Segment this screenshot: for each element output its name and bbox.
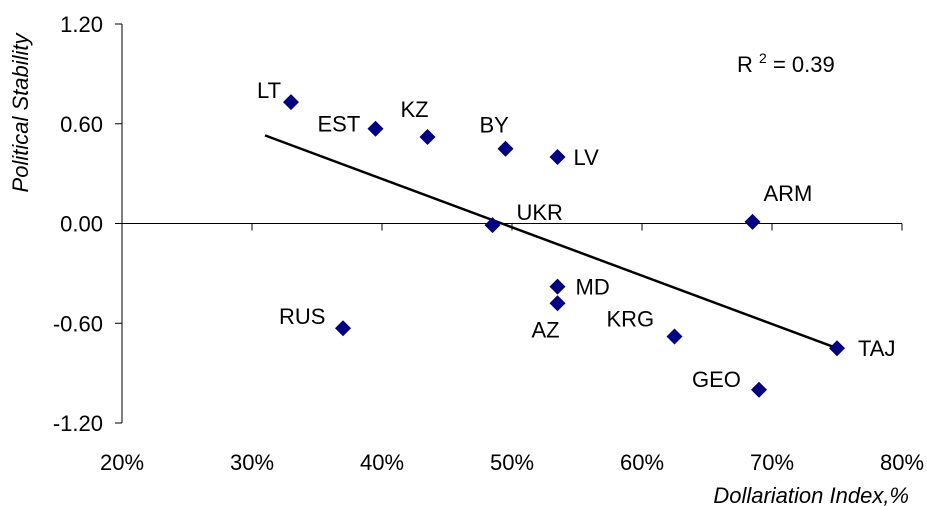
- point-label-lv: LV: [574, 145, 600, 170]
- data-point-ukr: [484, 217, 501, 234]
- point-label-kz: KZ: [401, 97, 429, 122]
- y-tick-label: 0.60: [60, 112, 103, 137]
- r-squared-superscript: 2: [759, 50, 767, 66]
- x-tick-label: 60%: [620, 450, 664, 475]
- data-point-kz: [419, 129, 436, 146]
- point-label-krg: KRG: [607, 307, 655, 332]
- data-point-md: [549, 278, 566, 295]
- data-point-arm: [744, 213, 761, 230]
- data-point-taj: [829, 340, 845, 357]
- trendline-group: [264, 134, 838, 350]
- data-point-rus: [335, 320, 351, 337]
- data-point-est: [367, 120, 384, 137]
- x-tick-label: 80%: [880, 450, 924, 475]
- y-axis-title: Political Stability: [8, 32, 33, 193]
- point-label-taj: TAJ: [858, 336, 895, 361]
- point-label-arm: ARM: [764, 181, 813, 206]
- data-point-az: [549, 295, 566, 312]
- r-squared-annotation: R 2 = 0.39: [737, 43, 835, 77]
- x-tick-label: 70%: [750, 450, 794, 475]
- data-point-by: [497, 140, 514, 157]
- data-point-lv: [549, 149, 566, 165]
- data-point-lt: [283, 94, 299, 111]
- data-point-geo: [751, 381, 767, 398]
- point-label-geo: GEO: [692, 367, 741, 392]
- r-squared-value: = 0.39: [773, 52, 835, 77]
- data-point-krg: [666, 328, 683, 345]
- y-tick-label: -0.60: [53, 311, 103, 336]
- x-tick-label: 50%: [490, 450, 534, 475]
- point-label-md: MD: [576, 275, 610, 300]
- point-labels-group: LT EST KZ BY LV ARM UKR MD AZ RUS KRG TAJ GEO: [257, 78, 895, 392]
- y-tick-label: 1.20: [60, 12, 103, 37]
- point-label-rus: RUS: [279, 304, 325, 329]
- x-tick-label: 30%: [230, 450, 274, 475]
- axes: 1.20 0.60 0.00 -0.60 -1.20 20% 30% 40% 50% 60% 70%…: [53, 12, 924, 475]
- point-label-ukr: UKR: [517, 200, 563, 225]
- point-label-est: EST: [318, 112, 361, 137]
- x-axis-title: Dollariation Index,%: [713, 483, 909, 506]
- point-label-az: AZ: [532, 317, 560, 342]
- y-tick-label: 0.00: [60, 212, 103, 237]
- x-tick-label: 40%: [360, 450, 404, 475]
- point-label-lt: LT: [257, 78, 281, 103]
- trendline: [264, 134, 838, 350]
- x-tick-label: 20%: [100, 450, 144, 475]
- r-squared-base: R: [737, 52, 753, 77]
- y-tick-label: -1.20: [53, 411, 103, 436]
- points-group: [283, 94, 845, 398]
- point-label-by: BY: [480, 113, 510, 138]
